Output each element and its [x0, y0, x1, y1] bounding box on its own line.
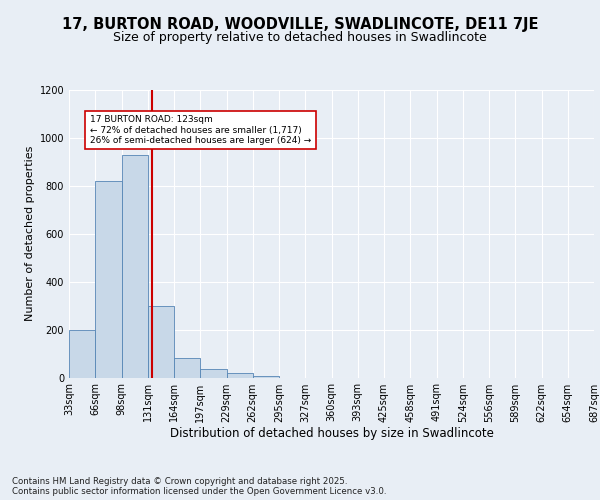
Text: 17 BURTON ROAD: 123sqm
← 72% of detached houses are smaller (1,717)
26% of semi-: 17 BURTON ROAD: 123sqm ← 72% of detached…	[90, 115, 311, 145]
Bar	[121, 154, 148, 378]
Bar	[95, 181, 121, 378]
Bar	[227, 373, 253, 378]
Y-axis label: Number of detached properties: Number of detached properties	[25, 146, 35, 322]
Text: Size of property relative to detached houses in Swadlincote: Size of property relative to detached ho…	[113, 31, 487, 44]
Bar	[174, 358, 200, 378]
Text: Contains HM Land Registry data © Crown copyright and database right 2025.
Contai: Contains HM Land Registry data © Crown c…	[12, 476, 386, 496]
X-axis label: Distribution of detached houses by size in Swadlincote: Distribution of detached houses by size …	[170, 428, 493, 440]
Bar	[148, 306, 174, 378]
Bar	[69, 330, 95, 378]
Text: 17, BURTON ROAD, WOODVILLE, SWADLINCOTE, DE11 7JE: 17, BURTON ROAD, WOODVILLE, SWADLINCOTE,…	[62, 18, 538, 32]
Bar	[200, 369, 227, 378]
Bar	[253, 376, 279, 378]
